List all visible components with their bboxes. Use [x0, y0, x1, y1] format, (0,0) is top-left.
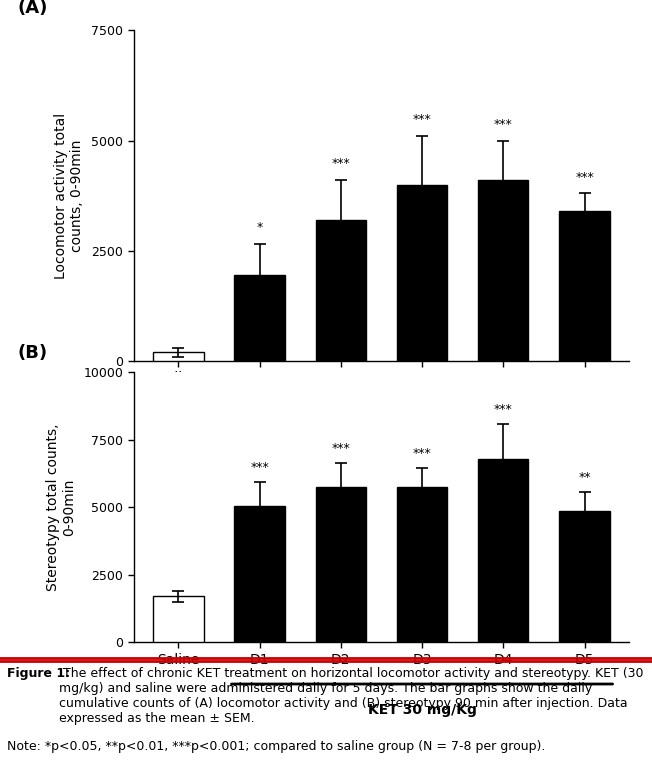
Y-axis label: Stereotypy total counts,
0-90min: Stereotypy total counts, 0-90min — [46, 423, 76, 591]
Bar — [234, 275, 285, 361]
Text: ***: *** — [413, 113, 432, 126]
Bar — [478, 180, 529, 361]
Text: KET 30 mg/Kg: KET 30 mg/Kg — [368, 703, 477, 717]
Bar — [153, 352, 203, 361]
Bar — [153, 597, 203, 642]
Text: KET 30 mg/Kg: KET 30 mg/Kg — [368, 435, 477, 449]
Y-axis label: Locomotor activity total
counts, 0-90min: Locomotor activity total counts, 0-90min — [54, 112, 84, 279]
Bar — [397, 487, 447, 642]
Text: Note: *p<0.05, **p<0.01, ***p<0.001; compared to saline group (N = 7-8 per group: Note: *p<0.05, **p<0.01, ***p<0.001; com… — [7, 740, 545, 753]
Text: ***: *** — [413, 447, 432, 460]
Text: ***: *** — [494, 403, 512, 416]
Text: ***: *** — [250, 461, 269, 473]
Text: Figure 1:: Figure 1: — [7, 667, 70, 679]
Bar — [397, 185, 447, 361]
Bar — [234, 506, 285, 642]
Bar — [559, 511, 610, 642]
Text: **: ** — [578, 471, 591, 484]
Text: ***: *** — [331, 157, 350, 170]
Bar — [316, 487, 366, 642]
Bar — [316, 220, 366, 361]
Text: (A): (A) — [17, 0, 48, 17]
Text: The effect of chronic KET treatment on horizontal locomotor activity and stereot: The effect of chronic KET treatment on h… — [59, 667, 644, 725]
Text: (B): (B) — [17, 344, 48, 362]
Text: *: * — [256, 221, 263, 234]
Text: ***: *** — [331, 442, 350, 454]
Text: ***: *** — [494, 118, 512, 131]
Bar — [559, 211, 610, 361]
Text: ***: *** — [575, 170, 594, 184]
Bar — [478, 459, 529, 642]
